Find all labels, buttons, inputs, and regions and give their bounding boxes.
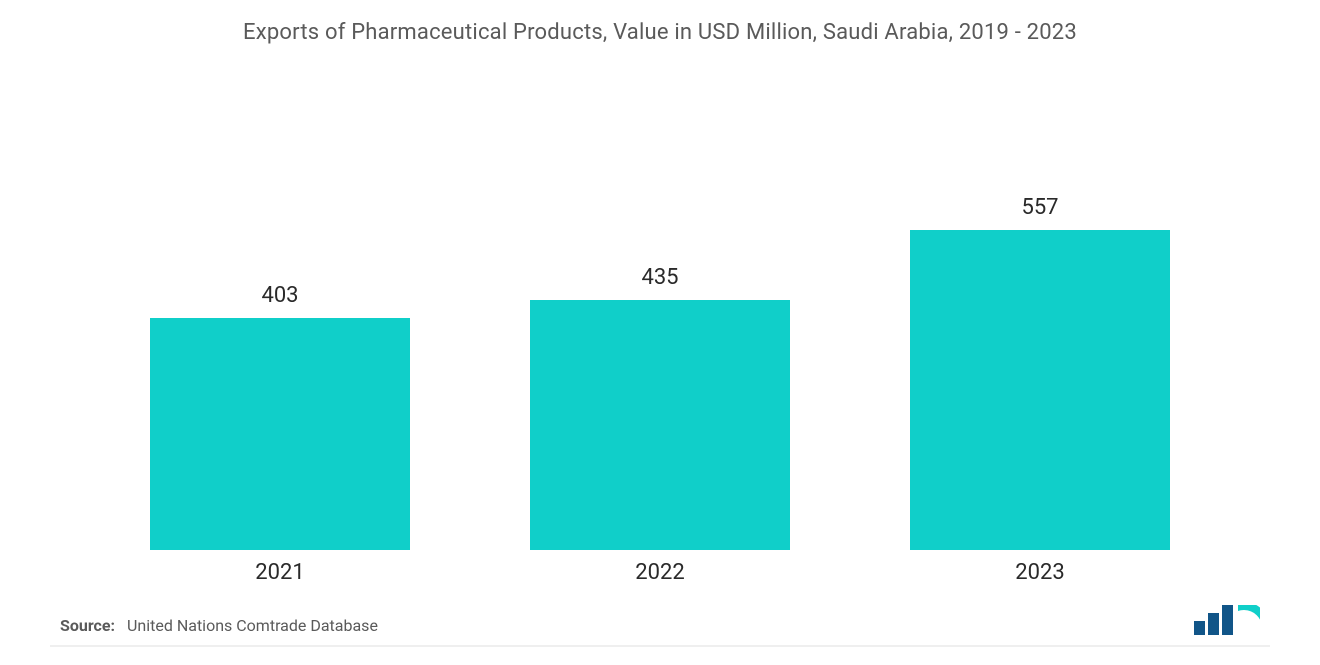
source-text: United Nations Comtrade Database	[127, 616, 378, 635]
plot-area: 403 2021 435 2022 557 2023	[50, 55, 1270, 585]
chart-container: Exports of Pharmaceutical Products, Valu…	[0, 0, 1320, 665]
category-label: 2021	[255, 560, 304, 585]
brand-logo-icon	[1194, 605, 1260, 635]
bar-value-label: 403	[261, 283, 298, 308]
bar	[150, 318, 410, 550]
bar-value-label: 557	[1021, 195, 1058, 220]
bar-group: 403 2021	[140, 283, 420, 585]
category-label: 2023	[1015, 560, 1064, 585]
bar-group: 435 2022	[520, 265, 800, 585]
bar	[530, 300, 790, 550]
footer-row: Source: United Nations Comtrade Database	[50, 585, 1270, 647]
source-citation: Source: United Nations Comtrade Database	[60, 616, 378, 635]
logo-bar-icon	[1222, 605, 1233, 635]
chart-title: Exports of Pharmaceutical Products, Valu…	[50, 20, 1270, 45]
logo-bar-icon	[1194, 621, 1205, 635]
category-label: 2022	[635, 560, 684, 585]
logo-bar-icon	[1208, 613, 1219, 635]
bar	[910, 230, 1170, 550]
bar-value-label: 435	[641, 265, 678, 290]
source-label: Source:	[60, 616, 115, 635]
bar-group: 557 2023	[900, 195, 1180, 585]
logo-arc-icon	[1238, 605, 1260, 635]
